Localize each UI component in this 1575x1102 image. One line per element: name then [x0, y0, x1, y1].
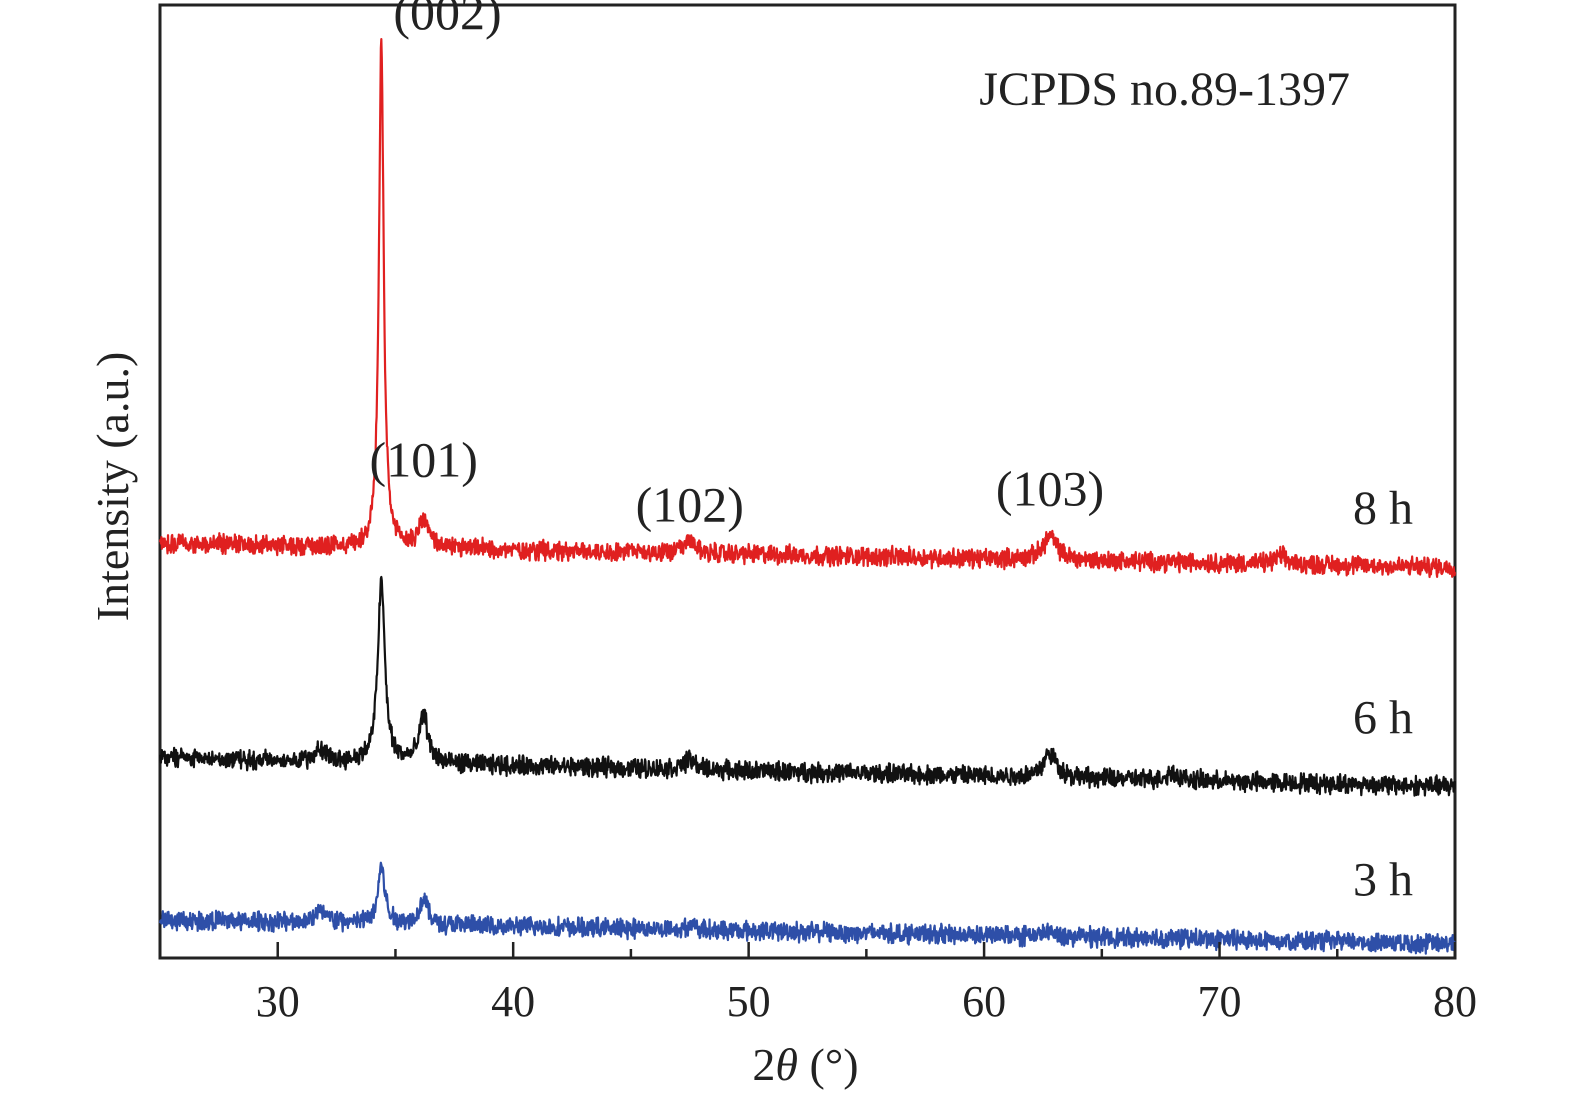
peak-annotation: (002)	[393, 0, 501, 40]
plot-area: 30 40 50 60 70 80	[158, 3, 1477, 1026]
y-axis-title: Intensity (a.u.)	[87, 352, 138, 622]
x-axis-title-symbol: θ	[775, 1039, 798, 1090]
x-tick-label: 50	[727, 977, 771, 1026]
series-line	[158, 575, 1457, 797]
x-tick-label: 60	[962, 977, 1006, 1026]
x-tick-label: 30	[256, 977, 300, 1026]
series-label: 8 h	[1353, 482, 1413, 535]
series-label: 6 h	[1353, 692, 1413, 745]
x-tick-label: 70	[1198, 977, 1242, 1026]
series-label: 3 h	[1353, 854, 1413, 907]
x-axis-title-unit: (°)	[798, 1039, 859, 1090]
series-layer	[158, 38, 1457, 955]
x-axis-ticks: 30 40 50 60 70 80	[158, 942, 1477, 1026]
x-axis-title: 2θ (°)	[752, 1039, 858, 1090]
plot-frame	[158, 3, 1457, 960]
x-axis-title-prefix: 2	[752, 1039, 775, 1090]
series-labels: 8 h 6 h 3 h	[1353, 482, 1413, 907]
peak-annotations: (002) (101) (102) (103)	[370, 0, 1105, 533]
peak-annotation: (102)	[636, 477, 744, 533]
peak-annotation: (103)	[996, 460, 1104, 516]
series-line	[158, 38, 1457, 579]
peak-annotation: (101)	[370, 432, 478, 488]
x-tick-label: 80	[1433, 977, 1477, 1026]
reference-card-text: JCPDS no.89-1397	[979, 63, 1350, 116]
x-tick-label: 40	[491, 977, 535, 1026]
series-line	[158, 861, 1457, 955]
